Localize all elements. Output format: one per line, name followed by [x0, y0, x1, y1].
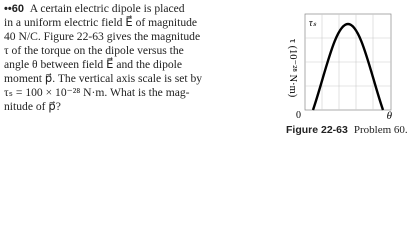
x-axis-label: θ [387, 110, 393, 122]
y-top-tick: τₛ [309, 18, 317, 29]
text-line: angle θ between field E⃗ and the dipole [4, 58, 183, 71]
page: {"problem": {"number": "••60", "lines": … [4, 2, 408, 136]
text-line: τ of the torque on the dipole versus the [4, 44, 184, 57]
origin-label: 0 [296, 110, 301, 121]
text-line: nitude of p⃗? [4, 100, 61, 113]
y-axis-label: τ (10⁻²⁸ N·m) [287, 39, 298, 98]
text-line: A certain electric dipole is placed [29, 2, 185, 15]
figure: τ (10⁻²⁸ N·m) τₛ 0 θ [287, 13, 393, 122]
caption-label: Figure 22-63 [286, 124, 348, 136]
text-line: τₛ = 100 × 10⁻²⁸ N·m. What is the mag- [4, 86, 190, 99]
caption: Figure 22-63 Problem 60. [286, 124, 408, 136]
text-line: 40 N/C. Figure 22-63 gives the magnitude [4, 30, 201, 43]
torque-curve [311, 22, 385, 111]
caption-text: Problem 60. [353, 124, 408, 136]
text-line: in a uniform electric field E⃗ of magnit… [4, 16, 198, 29]
problem-number: ••60 [4, 3, 24, 15]
text-line: moment p⃗. The vertical axis scale is se… [4, 72, 203, 85]
